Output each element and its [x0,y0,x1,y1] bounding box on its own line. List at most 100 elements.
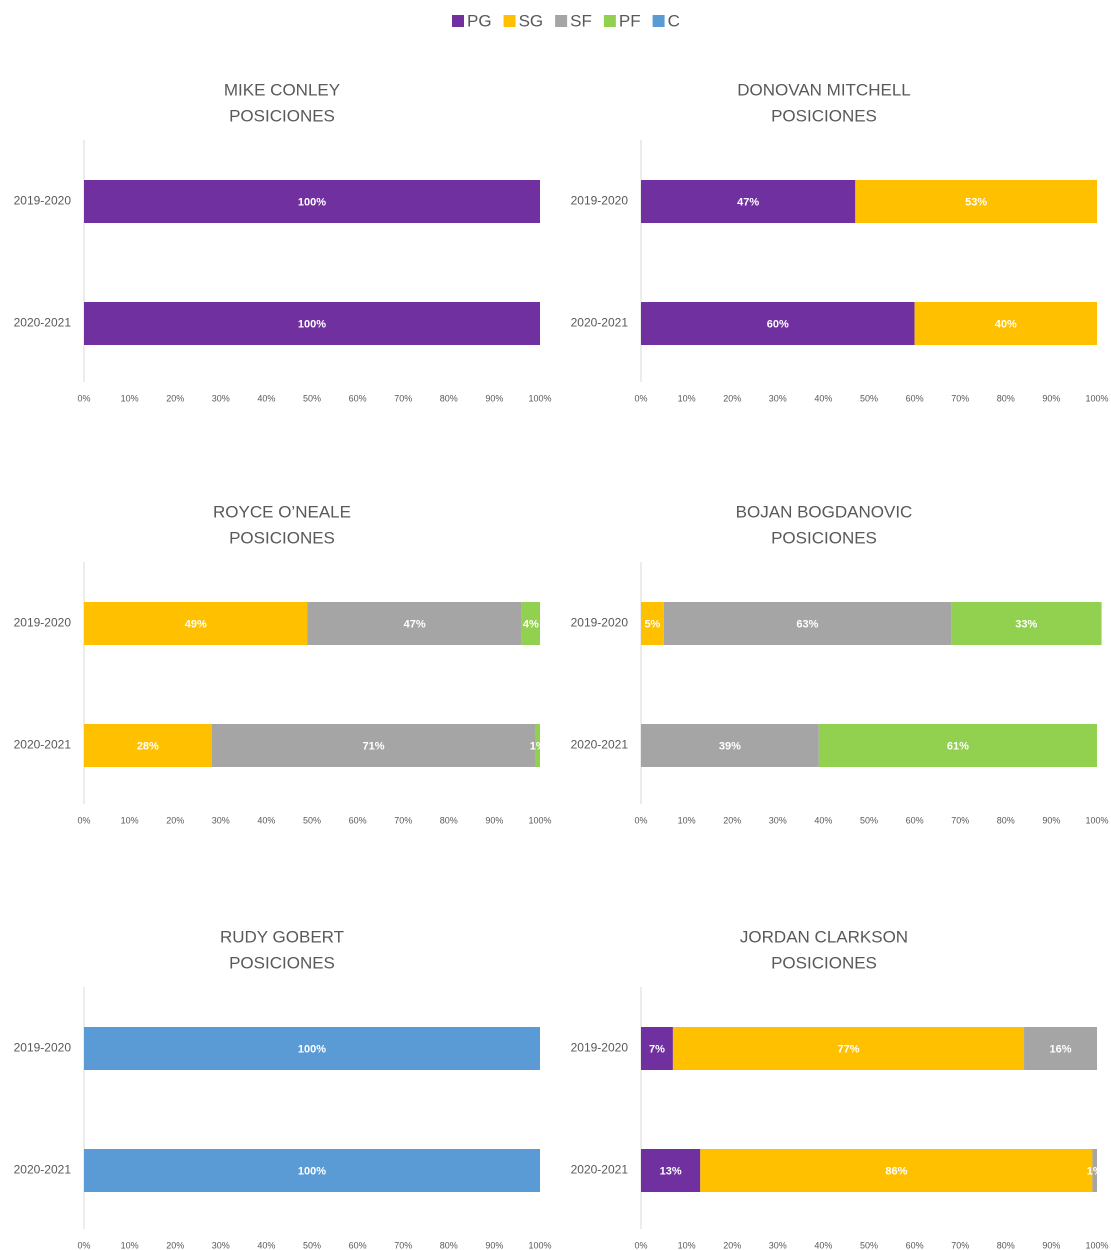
data-label: 47% [404,618,426,630]
y-tick-label: 2019-2020 [571,616,629,630]
data-label: 1% [1087,1165,1103,1177]
data-label: 4% [523,618,539,630]
data-label: 1% [530,740,546,752]
x-tick-label: 10% [121,1240,139,1250]
x-tick-label: 70% [951,1240,969,1250]
bar-segment [641,602,664,645]
data-label: 100% [298,318,326,330]
x-tick-label: 100% [1085,815,1108,825]
chart-subtitle: POSICIONES [229,953,335,972]
legend-swatch [452,15,464,27]
y-tick-label: 2019-2020 [14,1041,72,1055]
x-tick-label: 30% [212,393,230,403]
data-label: 71% [363,740,385,752]
bar-segment [818,724,1097,767]
bar-segment [641,180,856,223]
x-tick-label: 20% [723,393,741,403]
bar-segment [1024,1027,1097,1070]
bar-segment [307,602,522,645]
x-tick-label: 50% [860,393,878,403]
data-label: 5% [644,618,660,630]
x-tick-label: 10% [678,1240,696,1250]
x-tick-label: 0% [77,1240,90,1250]
x-tick-label: 0% [77,393,90,403]
bar-segment [855,180,1097,223]
chart-subtitle: POSICIONES [229,528,335,547]
data-label: 86% [885,1165,907,1177]
data-label: 13% [660,1165,682,1177]
legend-swatch [555,15,568,27]
x-tick-label: 40% [814,1240,832,1250]
x-tick-label: 90% [1042,393,1060,403]
y-tick-label: 2020-2021 [14,316,72,330]
x-tick-label: 30% [769,393,787,403]
x-tick-label: 50% [303,1240,321,1250]
x-tick-label: 80% [997,815,1015,825]
bar-segment [84,180,540,223]
bar-segment [84,602,308,645]
x-tick-label: 70% [394,1240,412,1250]
x-tick-label: 20% [166,815,184,825]
chart-title: RUDY GOBERT [220,927,344,946]
x-tick-label: 70% [951,393,969,403]
x-tick-label: 90% [485,393,503,403]
x-tick-label: 30% [212,815,230,825]
data-label: 7% [649,1043,665,1055]
data-label: 100% [298,1043,326,1055]
chart-subtitle: POSICIONES [229,106,335,125]
bar-segment [84,724,212,767]
chart-title: JORDAN CLARKSON [740,927,908,946]
y-tick-label: 2019-2020 [571,1041,629,1055]
legend-label: C [668,11,680,30]
data-label: 60% [767,318,789,330]
x-tick-label: 40% [257,815,275,825]
y-tick-label: 2020-2021 [571,1163,629,1177]
legend-swatch [652,15,665,27]
legend-label: PG [467,11,492,30]
bar-segment [641,302,915,345]
x-tick-label: 50% [860,815,878,825]
x-tick-label: 80% [440,815,458,825]
x-tick-label: 70% [951,815,969,825]
bar-segment [521,602,540,645]
x-tick-label: 60% [906,815,924,825]
data-label: 33% [1015,618,1037,630]
bar-segment [84,302,540,345]
x-tick-label: 70% [394,815,412,825]
bar-segment [672,1027,1025,1070]
bar-segment [914,302,1097,345]
x-tick-label: 10% [678,815,696,825]
x-tick-label: 90% [485,1240,503,1250]
x-tick-label: 30% [769,1240,787,1250]
x-tick-label: 100% [528,815,551,825]
x-tick-label: 0% [77,815,90,825]
data-label: 39% [719,740,741,752]
y-tick-label: 2019-2020 [571,194,629,208]
x-tick-label: 20% [166,1240,184,1250]
x-tick-label: 10% [678,393,696,403]
bar-segment [211,724,536,767]
y-tick-label: 2020-2021 [14,738,72,752]
chart-subtitle: POSICIONES [771,528,877,547]
x-tick-label: 70% [394,393,412,403]
bar-segment [641,1027,673,1070]
x-tick-label: 60% [349,815,367,825]
x-tick-label: 20% [723,1240,741,1250]
legend-label: SF [570,11,592,30]
y-tick-label: 2020-2021 [14,1163,72,1177]
x-tick-label: 0% [634,1240,647,1250]
x-tick-label: 80% [997,393,1015,403]
x-tick-label: 90% [485,815,503,825]
chart-title: DONOVAN MITCHELL [737,80,911,99]
legend-label: PF [619,11,641,30]
x-tick-label: 40% [257,1240,275,1250]
x-tick-label: 40% [257,393,275,403]
x-tick-label: 30% [212,1240,230,1250]
x-tick-label: 80% [440,1240,458,1250]
data-label: 100% [298,196,326,208]
y-tick-label: 2019-2020 [14,194,72,208]
legend-swatch [603,15,616,27]
x-tick-label: 10% [121,393,139,403]
bar-segment [663,602,952,645]
